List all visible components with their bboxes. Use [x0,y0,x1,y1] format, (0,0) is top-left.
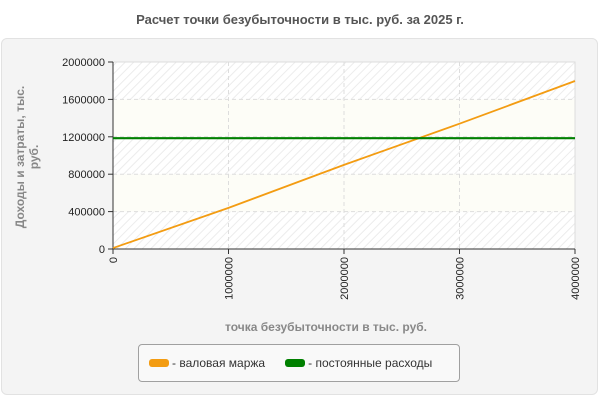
legend-item-fixed-costs[interactable]: - постоянные расходы [285,356,432,370]
y-tick-label: 800000 [68,169,105,181]
chart-legend: - валовая маржа - постоянные расходы [138,344,460,382]
y-tick-label: 2000000 [62,57,105,69]
x-tick-label: 3000000 [455,257,467,300]
x-tick-label: 1000000 [224,257,236,300]
legend-swatch-green [285,359,306,367]
y-tick-label: 400000 [68,207,105,219]
y-axis-title: Доходы и затраты, тыс. [13,86,27,228]
x-tick-label: 0 [108,257,120,263]
legend-swatch-orange [149,359,169,367]
x-tick-label: 4000000 [570,257,582,300]
x-tick-label: 2000000 [339,257,351,300]
series-line [112,80,576,249]
legend-label: - постоянные расходы [308,356,433,370]
y-axis-title-line2: руб. [27,145,41,170]
y-tick-label: 0 [99,244,105,256]
x-axis-title: точка безубыточности в тыс. руб. [225,320,427,334]
legend-label: - валовая маржа [172,356,266,370]
chart-title: Расчет точки безубыточности в тыс. руб. … [136,12,464,27]
y-tick-label: 1200000 [62,132,105,144]
y-tick-label: 1600000 [62,94,105,106]
legend-item-gross-margin[interactable]: - валовая маржа [149,356,265,370]
